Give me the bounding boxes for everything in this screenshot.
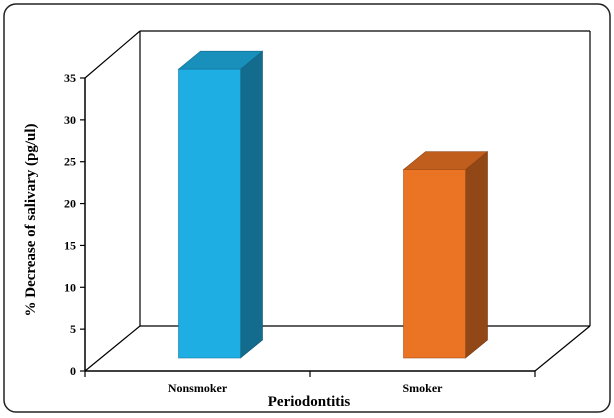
- y-tick-label: 25: [64, 155, 76, 169]
- bar-front-face: [178, 68, 241, 359]
- y-axis-title: % Decrease of salivary (pg/ul): [23, 123, 39, 316]
- y-tick-label: 15: [64, 238, 76, 252]
- x-tick-label: Nonsmoker: [168, 381, 228, 395]
- y-tick-label: 30: [64, 113, 76, 127]
- bar-side-face: [465, 151, 488, 359]
- y-tick-label: 35: [64, 71, 76, 85]
- chart-frame: [3, 3, 611, 413]
- x-axis-labels: Nonsmoker Smoker: [84, 371, 536, 395]
- y-tick-label: 0: [70, 364, 76, 378]
- floor-right-edge: [534, 325, 591, 372]
- bars: [177, 50, 489, 359]
- x-tick-label: Smoker: [403, 381, 444, 395]
- bar-nonsmoker: [177, 50, 264, 359]
- y-tick-label: 5: [70, 322, 76, 336]
- y-tick-label: 10: [64, 280, 76, 294]
- x-axis-title: Periodontitis: [268, 394, 351, 410]
- bar-smoker: [402, 151, 489, 359]
- bar-side-face: [240, 50, 263, 359]
- floor-left-edge: [84, 325, 141, 372]
- side-wall-top-edge: [84, 30, 141, 79]
- y-tick-label: 20: [64, 197, 76, 211]
- bar-front-face: [403, 169, 466, 359]
- y-axis: 0 5 10 15 20 25 30 35: [64, 71, 86, 378]
